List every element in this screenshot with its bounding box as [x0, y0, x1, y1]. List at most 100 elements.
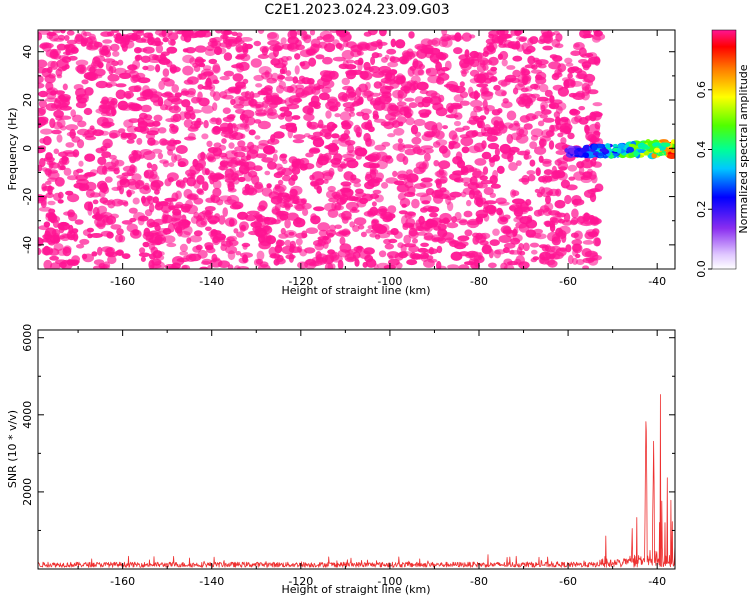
spectrogram-cell	[571, 116, 580, 125]
spectrogram-cell	[253, 213, 263, 218]
spectrogram-cell	[267, 31, 280, 42]
spectrogram-cell	[132, 229, 140, 236]
spectrogram-cell	[118, 235, 126, 243]
spectrogram-cell	[186, 176, 197, 187]
spectrogram-cell	[359, 70, 369, 80]
spectrogram-cell	[170, 115, 179, 123]
spectrogram-cell	[276, 195, 283, 204]
spectrogram-cell	[232, 73, 244, 82]
spectrogram-cell	[249, 91, 255, 100]
spectrogram-cell	[281, 43, 293, 50]
spectrogram-cell	[45, 81, 54, 91]
spectrogram-cell	[539, 251, 552, 261]
spectrogram-cell	[335, 101, 341, 108]
spectrogram-cell	[126, 132, 137, 140]
spectrogram-cell	[53, 148, 60, 155]
spectrogram-cell	[228, 218, 235, 227]
spectrogram-cell	[258, 200, 268, 211]
spectrogram-cell	[529, 159, 536, 167]
spectrogram-cell	[227, 86, 240, 93]
spectrogram-cell	[354, 192, 367, 198]
spectrogram-cell	[376, 159, 388, 170]
snr-x-ticks: -160 -140 -120 -100 -80 -60 -40	[77, 330, 666, 588]
spectrogram-cell	[47, 169, 59, 174]
spectrogram-cell	[67, 193, 80, 203]
spectrogram-cell	[222, 107, 231, 114]
spectrogram-cells	[38, 30, 675, 269]
spectrogram-cell	[189, 235, 202, 243]
spectrogram-cell	[274, 184, 281, 190]
spectrogram-cell	[219, 195, 232, 202]
spectrogram-cell	[387, 61, 399, 68]
spectrogram-cell	[193, 230, 203, 237]
spectrogram-cell	[41, 67, 52, 78]
spectrogram-cell	[244, 161, 256, 171]
spectrogram-cell	[167, 149, 174, 156]
spectrogram-cell	[313, 206, 325, 212]
spectrogram-cell	[359, 147, 367, 157]
spectrogram-cell	[295, 30, 308, 36]
spectrogram-cell	[396, 170, 408, 179]
spectrogram-cell	[111, 158, 119, 167]
spectrogram-cell	[365, 81, 371, 91]
spectrogram-cell	[58, 34, 65, 41]
spectrogram-cell	[315, 54, 325, 60]
colorbar-ticks: 0.0 0.2 0.4 0.6	[695, 81, 712, 278]
spectrogram-cell	[389, 56, 401, 63]
spectrogram-cell	[399, 55, 410, 65]
spectrogram-cell	[328, 127, 335, 132]
spectrogram-cell	[475, 76, 486, 84]
spectrogram-cell	[315, 159, 323, 169]
spectrogram-cell	[98, 130, 110, 136]
spectrogram-cell	[217, 260, 230, 269]
spectrogram-cell	[38, 116, 49, 124]
spectrogram-cell	[256, 230, 268, 239]
spectrogram-cell	[146, 65, 155, 72]
spectrogram-cell	[140, 104, 152, 113]
spectrogram-cell	[149, 127, 160, 133]
spectrogram-cell	[315, 251, 322, 261]
spectrogram-cell	[257, 120, 271, 130]
spectrogram-cell	[215, 117, 222, 126]
spectrogram-cell	[58, 223, 65, 234]
spectrogram-cell	[379, 30, 387, 37]
spectrogram-cell	[486, 135, 498, 142]
spectrogram-cell	[163, 98, 173, 107]
spectrogram-cell	[308, 261, 319, 267]
spectrogram-cell	[564, 194, 572, 205]
spectrogram-cell	[418, 215, 425, 225]
spectrogram-signal-cell	[616, 147, 622, 154]
spectrogram-cell	[567, 132, 575, 140]
spectrogram-cell	[200, 151, 206, 160]
spectrogram-cell	[480, 86, 488, 95]
spectrogram-cell	[594, 237, 601, 247]
spectrogram-cell	[181, 219, 190, 228]
spectrogram-cell	[331, 133, 340, 139]
spectrogram-cell	[104, 142, 111, 148]
spectrogram-cell	[392, 170, 398, 177]
spectrogram-cell	[113, 33, 122, 40]
spectrogram-cell	[508, 205, 517, 211]
spectrogram-cell	[235, 251, 242, 256]
spectrogram-cell	[203, 120, 209, 129]
spectrogram-cell	[295, 84, 305, 90]
spectrogram-cell	[422, 160, 429, 170]
spectrogram-cell	[418, 63, 426, 70]
spectrogram-signal-cell	[574, 149, 578, 155]
spectrogram-cell	[321, 254, 334, 265]
spectrogram-cell	[206, 140, 213, 147]
spectrogram-cell	[374, 194, 384, 203]
spectrogram-cell	[436, 77, 445, 85]
spectrogram-cell	[212, 236, 220, 244]
spectrogram-cell	[76, 168, 84, 173]
spectrogram-cell	[555, 150, 567, 155]
spectrogram-cell	[392, 89, 404, 99]
spectrogram-cell	[228, 142, 235, 149]
spectrogram-cell	[307, 121, 319, 130]
spectrogram-cell	[461, 146, 470, 154]
spectrogram-cell	[518, 37, 527, 42]
spectrogram-cell	[103, 58, 116, 63]
spectrogram-cell	[458, 219, 468, 226]
spectrogram-cell	[202, 181, 209, 192]
spectrogram-cell	[484, 107, 490, 115]
